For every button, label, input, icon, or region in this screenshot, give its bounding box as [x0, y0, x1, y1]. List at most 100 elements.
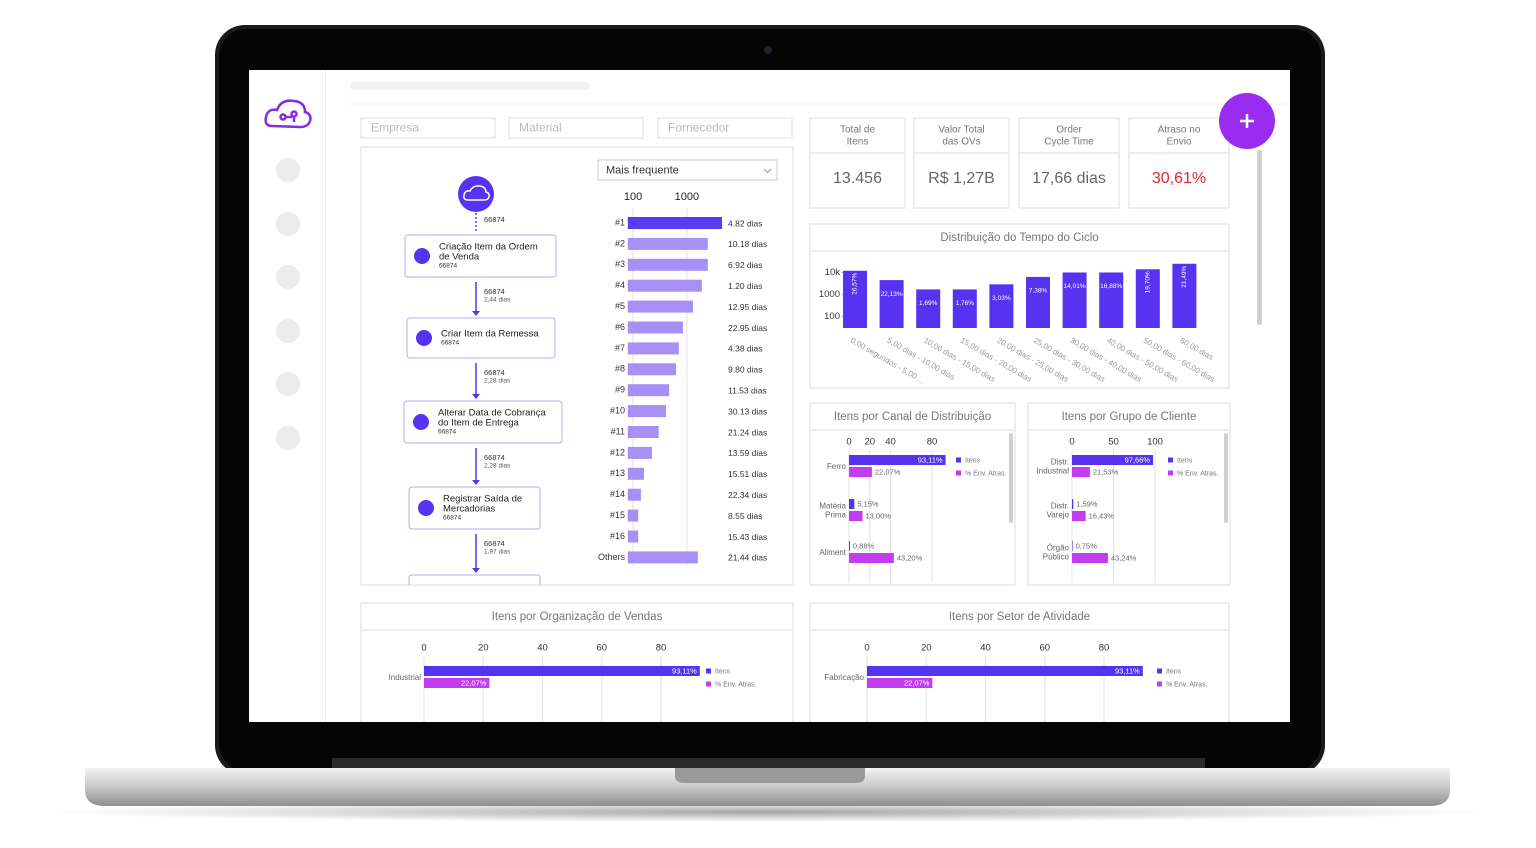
- nav-icon[interactable]: [276, 372, 300, 396]
- kpi-label: Envio: [1166, 137, 1191, 148]
- cycle-bar[interactable]: [1172, 263, 1197, 328]
- cycle-bar[interactable]: [952, 289, 977, 328]
- filter-input[interactable]: [657, 117, 793, 139]
- variant-bar[interactable]: [627, 551, 698, 564]
- cycle-bar[interactable]: [1099, 272, 1124, 328]
- sidebar-icons: [276, 158, 300, 450]
- category-label: Matéria: [819, 502, 846, 511]
- variant-bar[interactable]: [627, 363, 677, 376]
- x-tick-label: 100: [1147, 437, 1163, 448]
- variant-duration: 9.80 dias: [728, 365, 763, 375]
- flow-step[interactable]: [404, 234, 557, 278]
- chart-title: Itens por Grupo de Cliente: [1062, 411, 1197, 423]
- nav-icon[interactable]: [276, 158, 300, 182]
- bar[interactable]: [849, 553, 894, 563]
- kpi-label: Order: [1056, 125, 1082, 136]
- bar[interactable]: [867, 678, 933, 688]
- nav-icon[interactable]: [276, 212, 300, 236]
- cycle-bar[interactable]: [1135, 269, 1160, 328]
- flow-arrowhead: [472, 394, 480, 399]
- panel-scrollbar[interactable]: [1009, 433, 1013, 523]
- flow-step-dot: [416, 330, 432, 346]
- bar[interactable]: [849, 499, 855, 509]
- variant-bar[interactable]: [627, 321, 684, 334]
- bar[interactable]: [849, 455, 946, 465]
- variant-bar[interactable]: [627, 384, 670, 397]
- x-tick-label: 0: [864, 643, 869, 654]
- flow-edge-count: 66874: [484, 368, 505, 377]
- flow-step-label: Criar Item da Remessa: [441, 329, 539, 340]
- variant-bar[interactable]: [627, 342, 679, 355]
- flow-step-label: do Item de Entrega: [438, 418, 520, 429]
- filter-placeholder: Material: [519, 121, 562, 135]
- x-tick-label: 100: [624, 191, 642, 203]
- flow-step[interactable]: [403, 400, 563, 444]
- variant-bar[interactable]: [627, 279, 702, 292]
- kpi-label: Valor Total: [938, 125, 984, 136]
- kpi-value: 13.456: [833, 170, 882, 187]
- x-tick-label: 40: [980, 643, 991, 654]
- variant-duration: 11.53 dias: [728, 385, 767, 395]
- category-label: Público: [1043, 553, 1070, 562]
- panel-scrollbar[interactable]: [1224, 433, 1228, 523]
- kpi-card: [1128, 117, 1230, 209]
- variant-bar[interactable]: [627, 426, 659, 438]
- bar[interactable]: [867, 666, 1143, 676]
- legend-swatch: [1157, 668, 1162, 674]
- nav-icon[interactable]: [276, 319, 300, 343]
- flow-start-icon: [463, 185, 490, 201]
- nav-icon[interactable]: [276, 265, 300, 289]
- nav-icon[interactable]: [276, 426, 300, 450]
- bar[interactable]: [1072, 467, 1090, 477]
- bar[interactable]: [849, 467, 872, 477]
- cycle-bar[interactable]: [1062, 272, 1087, 328]
- filter-input[interactable]: [508, 117, 644, 139]
- bar[interactable]: [1072, 499, 1074, 509]
- bar[interactable]: [849, 541, 850, 551]
- bar[interactable]: [1072, 455, 1154, 465]
- cycle-bar[interactable]: [843, 270, 867, 328]
- flow-step[interactable]: [406, 317, 556, 359]
- category-label: Industrial: [389, 673, 422, 682]
- variant-bar[interactable]: [627, 237, 708, 250]
- dropdown[interactable]: [597, 159, 778, 181]
- category-label: Ferro: [827, 462, 847, 471]
- bar[interactable]: [1072, 511, 1086, 521]
- variant-label: #15: [610, 510, 625, 520]
- bar[interactable]: [1072, 553, 1108, 563]
- bar-label: 14,01%: [1064, 283, 1086, 290]
- cycle-bar[interactable]: [916, 289, 941, 328]
- variant-bar[interactable]: [627, 300, 693, 313]
- cycle-bar[interactable]: [1026, 276, 1050, 328]
- bar[interactable]: [424, 666, 700, 676]
- variant-duration: 21.24 dias: [728, 427, 767, 437]
- legend-swatch: [1168, 457, 1173, 463]
- filter-input[interactable]: [360, 117, 496, 139]
- kpi-card: [913, 117, 1010, 209]
- bar[interactable]: [849, 511, 863, 521]
- variant-bar[interactable]: [627, 530, 639, 543]
- variant-bar[interactable]: [627, 446, 652, 459]
- bar[interactable]: [1072, 541, 1073, 551]
- x-tick-label: 40: [537, 643, 548, 654]
- variant-bar[interactable]: [627, 258, 708, 271]
- variant-bar[interactable]: [627, 488, 641, 501]
- flow-edge-duration: 2,28 dias: [484, 463, 511, 470]
- variant-duration: 1.20 dias: [728, 281, 763, 291]
- flow-step[interactable]: [408, 486, 541, 530]
- cycle-bar[interactable]: [879, 280, 904, 328]
- variant-bar[interactable]: [627, 217, 722, 229]
- variant-bar[interactable]: [627, 509, 639, 522]
- kpi-label: Total de: [840, 125, 875, 136]
- variant-bar[interactable]: [627, 405, 666, 418]
- cycle-bar[interactable]: [989, 284, 1014, 328]
- category-label: Distr.: [1051, 502, 1069, 511]
- kpi-label: Itens: [847, 137, 869, 148]
- legend-label: % Env. Atras.: [1177, 470, 1219, 477]
- x-tick-label: 60: [1039, 643, 1050, 654]
- value-label: 43,20%: [897, 553, 923, 562]
- variant-bar[interactable]: [627, 467, 645, 480]
- scrollbar[interactable]: [1257, 150, 1262, 325]
- bar[interactable]: [424, 678, 490, 688]
- fab-button[interactable]: [1219, 93, 1275, 149]
